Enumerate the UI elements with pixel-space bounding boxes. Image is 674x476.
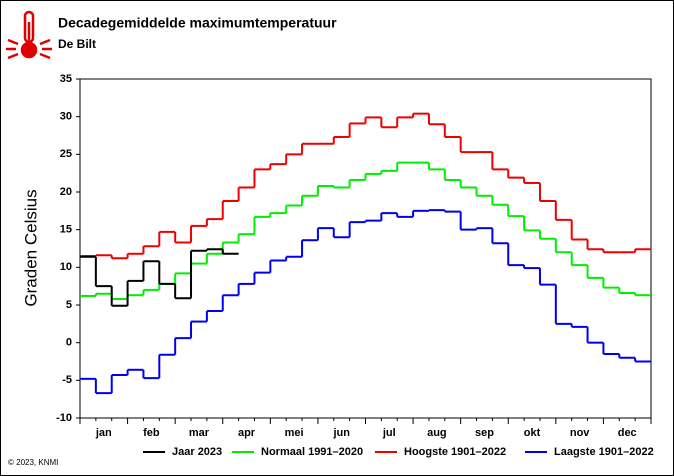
y-tick-label: 30 [60, 111, 72, 123]
x-tick-label: mei [285, 427, 304, 439]
x-tick-label: okt [524, 427, 541, 439]
y-tick-label: 25 [60, 148, 72, 160]
x-tick-label: jul [382, 427, 396, 439]
x-tick-label: feb [143, 427, 160, 439]
legend-label: Laagste 1901–2022 [554, 446, 654, 458]
x-tick-label: jun [332, 427, 350, 439]
y-tick-label: 20 [60, 186, 72, 198]
x-tick-label: nov [570, 427, 590, 439]
y-tick-label: 10 [60, 261, 72, 273]
x-tick-label: apr [238, 427, 256, 439]
plot-frame [79, 78, 652, 419]
chart-subtitle: De Bilt [58, 37, 96, 51]
credit: © 2023, KNMI [8, 458, 58, 467]
y-tick-label: -5 [62, 374, 72, 386]
x-tick-label: sep [475, 427, 494, 439]
y-tick-label: 15 [60, 224, 72, 236]
x-tick-label: jan [95, 427, 112, 439]
y-tick-label: -10 [56, 412, 72, 424]
x-tick-label: dec [618, 427, 637, 439]
legend-label: Normaal 1991–2020 [261, 446, 363, 458]
y-tick-label: 35 [60, 73, 72, 85]
x-tick-label: aug [427, 427, 447, 439]
legend-label: Hoogste 1901–2022 [404, 446, 506, 458]
thermometer-icon [6, 10, 52, 60]
y-axis-label: Graden Celsius [21, 189, 40, 306]
legend-label: Jaar 2023 [172, 446, 222, 458]
chart-title: Decadegemiddelde maximumtemperatuur [58, 15, 337, 31]
x-tick-label: mar [189, 427, 210, 439]
y-tick-label: 0 [66, 337, 72, 349]
y-tick-label: 5 [66, 299, 72, 311]
